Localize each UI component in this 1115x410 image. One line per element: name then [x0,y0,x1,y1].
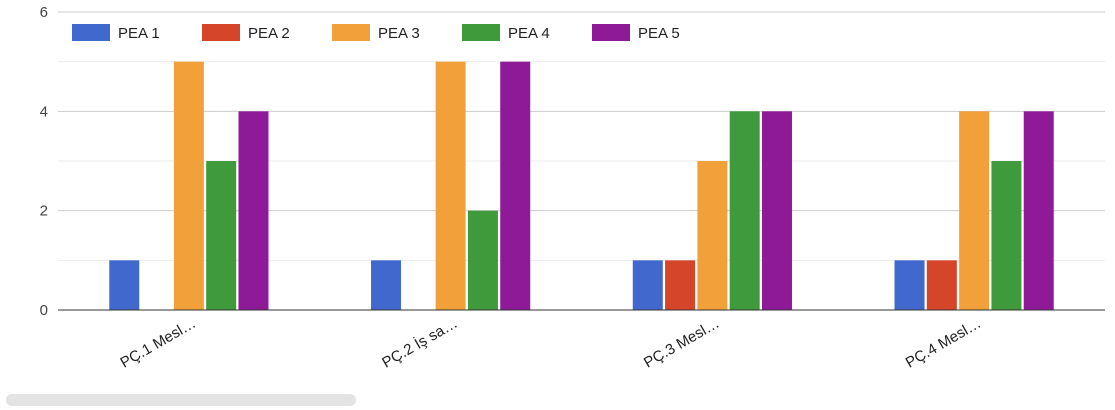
bar[interactable] [467,210,498,310]
bar[interactable] [991,161,1022,310]
x-tick-label: PÇ.3 Mesl… [641,315,722,372]
bar[interactable] [238,111,269,310]
y-tick-label: 0 [40,302,48,319]
x-tick-label: PÇ.2 İş sa… [379,314,461,372]
legend-label: PEA 2 [248,25,290,42]
bar[interactable] [729,111,760,310]
legend-label: PEA 4 [508,25,550,42]
y-tick-label: 4 [40,103,48,120]
bars [109,61,1054,310]
legend-item[interactable]: PEA 5 [592,24,680,42]
legend-item[interactable]: PEA 4 [462,24,550,42]
x-tick-label: PÇ.4 Mesl… [903,315,984,372]
bar[interactable] [371,260,402,310]
bar[interactable] [959,111,990,310]
bar[interactable] [206,161,237,310]
legend-item[interactable]: PEA 3 [332,24,420,42]
bar[interactable] [665,260,696,310]
bar[interactable] [500,61,531,310]
x-tick-label: PÇ.1 Mesl… [117,315,198,372]
legend-label: PEA 1 [118,25,160,42]
legend-item[interactable]: PEA 1 [72,24,160,42]
legend-swatch [332,24,370,41]
legend-label: PEA 5 [638,25,680,42]
bar[interactable] [632,260,663,310]
bar[interactable] [894,260,925,310]
bar[interactable] [1023,111,1054,310]
legend-swatch [592,24,630,41]
legend-item[interactable]: PEA 2 [202,24,290,42]
bar[interactable] [761,111,792,310]
x-axis-labels: PÇ.1 Mesl… PÇ.2 İş sa… PÇ.3 Mesl… PÇ.4 Mesl… [117,314,984,372]
legend-swatch [202,24,240,41]
bar[interactable] [109,260,140,310]
y-tick-label: 6 [40,4,48,21]
legend-swatch [462,24,500,41]
y-tick-label: 2 [40,203,48,220]
y-axis: 0 2 4 6 [40,4,48,319]
legend: PEA 1 PEA 2 PEA 3 PEA 4 PEA 5 [72,24,680,42]
legend-swatch [72,24,110,41]
horizontal-scrollbar[interactable] [6,394,356,406]
bar[interactable] [435,61,466,310]
bar[interactable] [697,161,728,310]
legend-label: PEA 3 [378,25,420,42]
bar[interactable] [926,260,957,310]
bar[interactable] [173,61,204,310]
